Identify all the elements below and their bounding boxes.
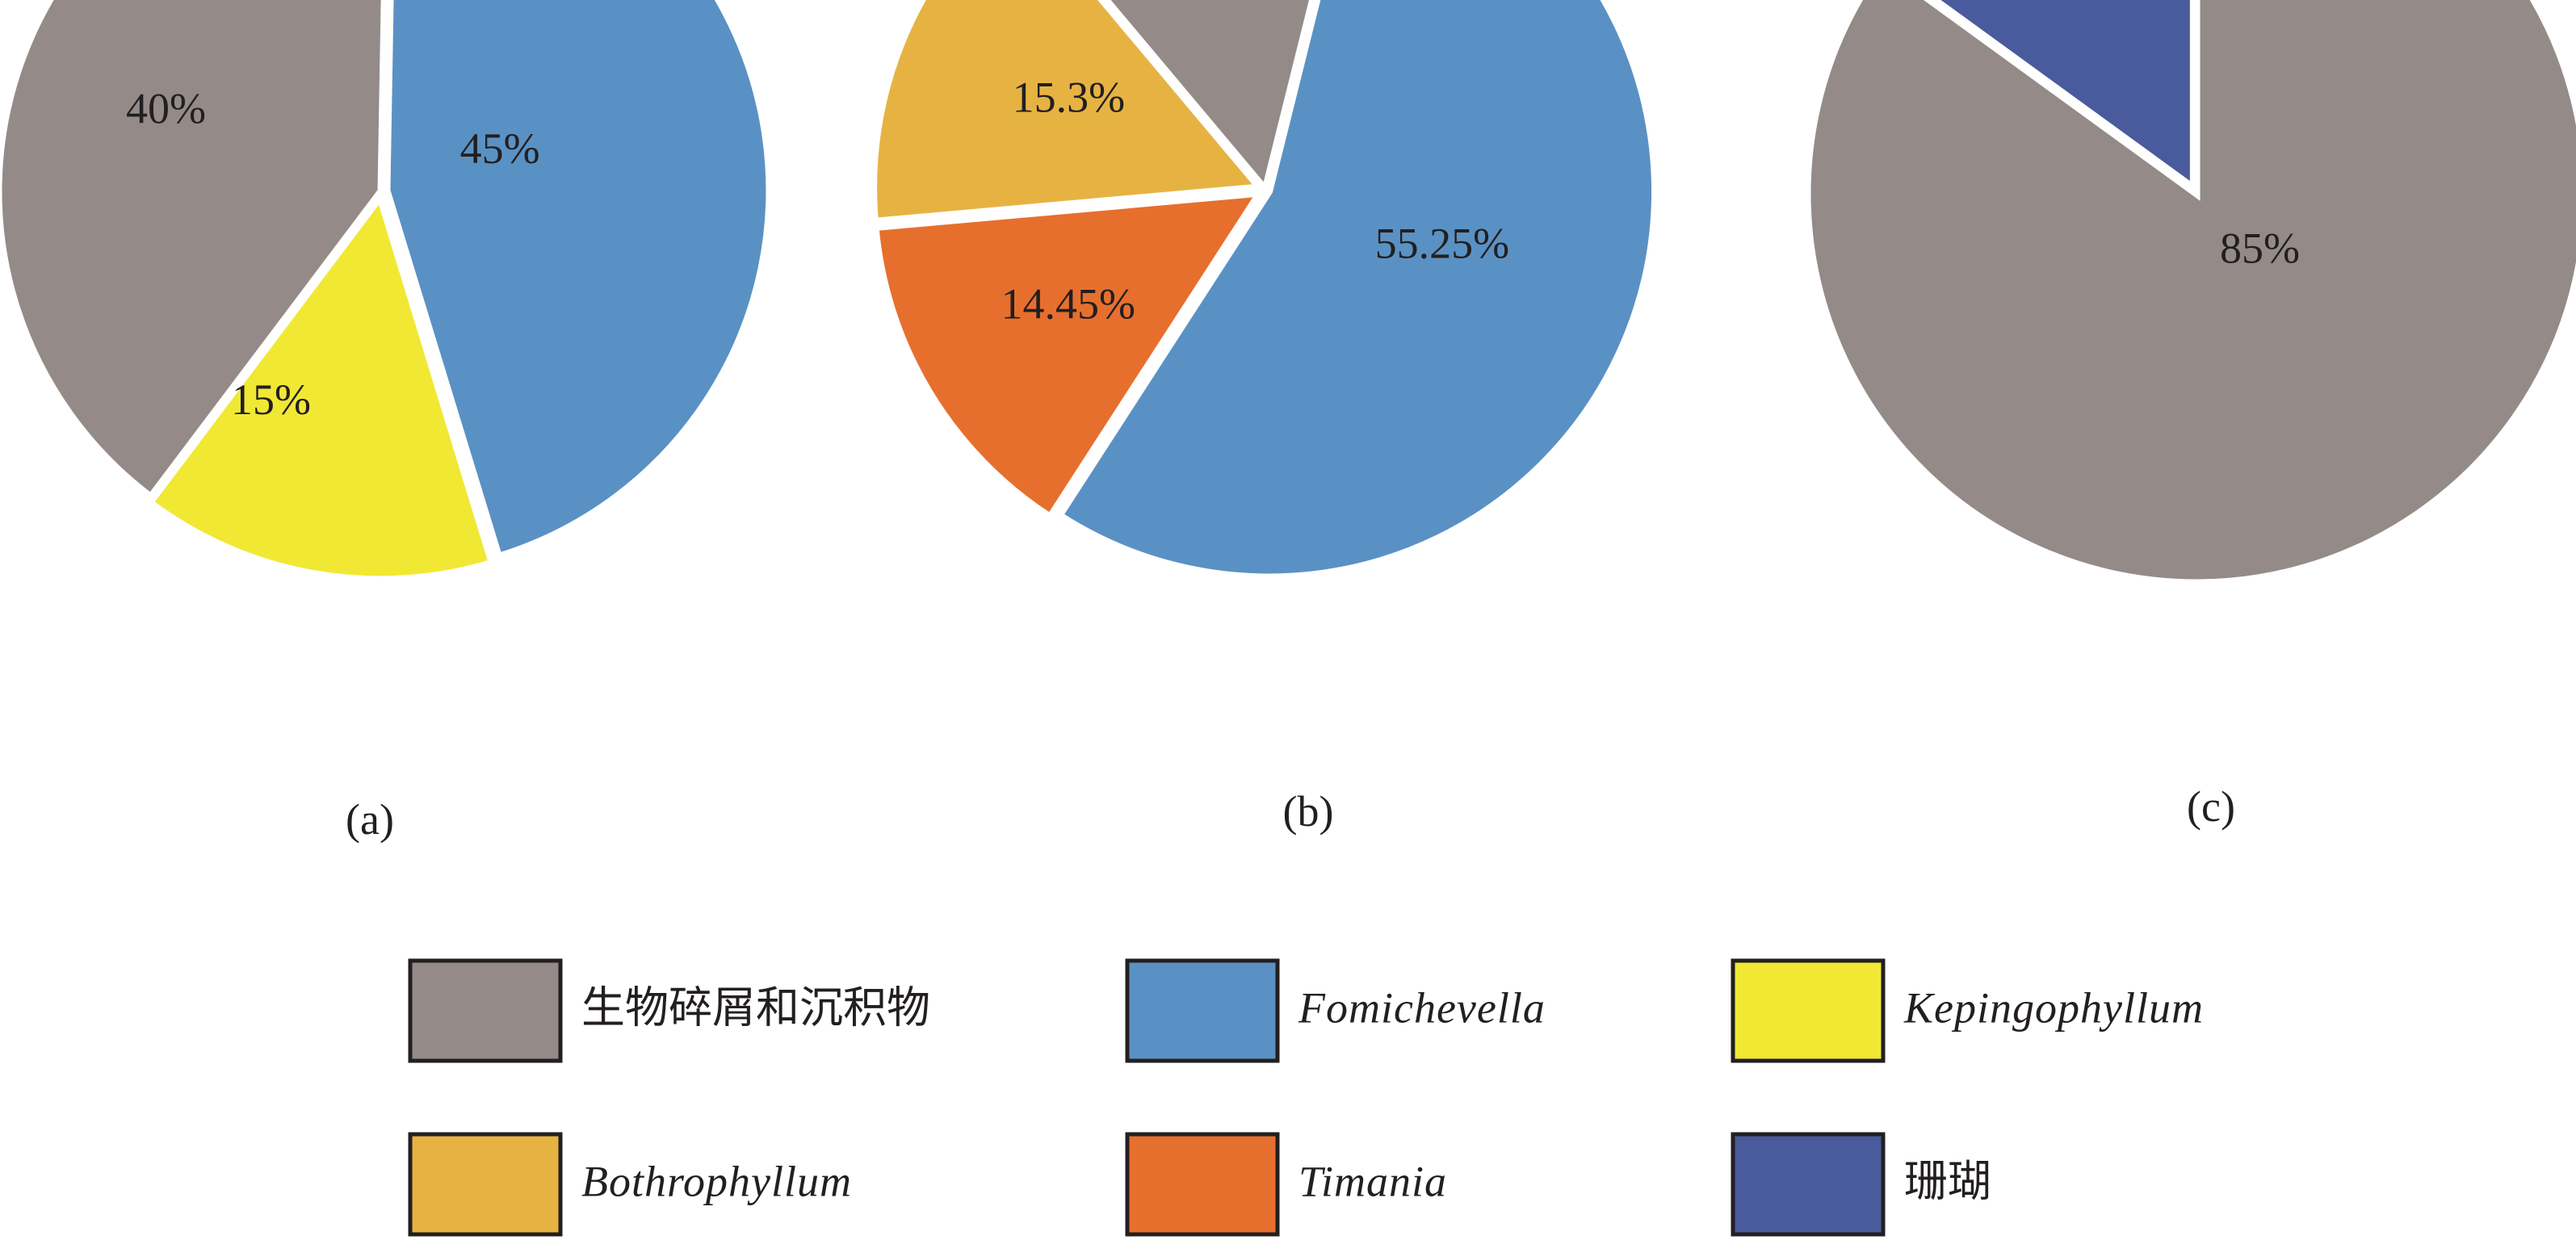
legend-item-kepingophyllum: Kepingophyllum (1731, 958, 2204, 1063)
panel-labels: (a) (b) (c) (346, 782, 2235, 844)
pie-slice-bioclastic-debris-and-sediment (1803, 0, 2576, 587)
legend-swatch (1731, 958, 1886, 1063)
pie-charts: 45% 15% 40% 55.25% 14.45% 15.3% 15% 85%15% (0, 0, 2576, 587)
pie-slice-timania (871, 188, 1267, 522)
slice-value-label: 45% (460, 124, 540, 173)
legend-swatch (1125, 1132, 1280, 1237)
panel-label: (b) (1283, 787, 1334, 836)
legend-label: 生物碎屑和沉积物 (581, 983, 930, 1032)
legend-item-coral: 珊瑚 (1731, 1132, 1991, 1237)
legend-label: Kepingophyllum (1903, 983, 2204, 1032)
legend-label: 珊瑚 (1904, 1157, 1991, 1205)
slice-value-label: 15% (231, 375, 311, 424)
legend-swatch (408, 958, 563, 1063)
slice-value-label: 40% (126, 85, 206, 133)
pie-chart-c: 85%15% (1803, 0, 2576, 587)
pie-slice-bioclastic-debris-and-sediment (0, 0, 388, 502)
legend-label: Fomichevella (1298, 983, 1546, 1032)
legend-swatch (1125, 958, 1280, 1063)
panel-label: (c) (2187, 782, 2235, 831)
legend: 生物碎屑和沉积物 Fomichevella Kepingophyllum Bothro… (408, 958, 2204, 1237)
pie-slice-kepingophyllum (145, 189, 497, 584)
slice-value-label: 85% (2220, 224, 2300, 273)
legend-label: Bothrophyllum (581, 1157, 852, 1205)
legend-item-bothrophyllum: Bothrophyllum (408, 1132, 852, 1237)
pie-slice-coral (1928, 0, 2197, 195)
legend-item-fomichevella: Fomichevella (1125, 958, 1546, 1063)
pie-slice-fomichevella (1054, 0, 1659, 581)
panel-label: (a) (346, 795, 394, 844)
legend-swatch (1731, 1132, 1886, 1237)
legend-item-timania: Timania (1125, 1132, 1447, 1237)
pie-slice-bioclastic-debris-and-sediment (1101, 0, 1317, 198)
slice-value-label: 55.25% (1375, 220, 1509, 268)
legend-swatch (408, 1132, 563, 1237)
slice-value-label: 15.3% (1013, 73, 1125, 121)
pie-slice-bothrophyllum (870, 0, 1267, 226)
pie-slice-fomichevella (383, 0, 774, 561)
pie-chart-b: 55.25%14.45%15.3%15% (870, 0, 1659, 581)
legend-item-bioclastic-debris-and-sediment: 生物碎屑和沉积物 (408, 958, 930, 1063)
legend-label: Timania (1298, 1157, 1447, 1205)
slice-value-label: 14.45% (1001, 280, 1135, 329)
pie-chart-a: 45% 15% 40% (0, 0, 774, 584)
